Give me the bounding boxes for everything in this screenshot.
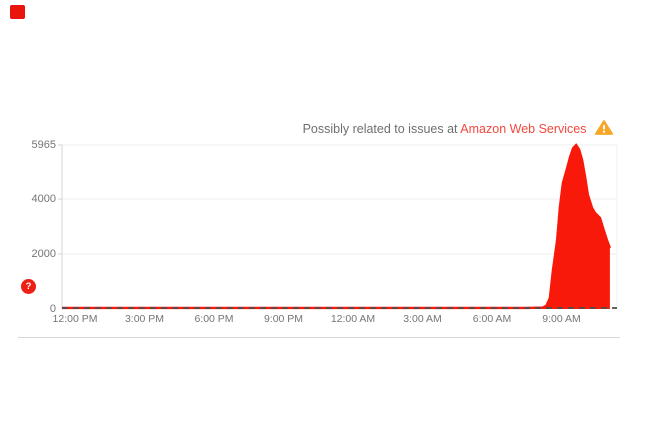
reports-area-fill: [62, 145, 610, 309]
x-tick-label-9-00-AM: 9:00 AM: [542, 313, 581, 325]
warning-triangle-icon: [594, 120, 614, 140]
y-tick-label-4000: 4000: [31, 193, 56, 206]
x-tick-label-6-00-PM: 6:00 PM: [194, 313, 234, 325]
site-logo-badge: [10, 5, 25, 19]
section-divider: [18, 337, 620, 338]
related-issues-annotation: Possibly related to issues at Amazon Web…: [302, 120, 614, 140]
x-tick-label-3-00-PM: 3:00 PM: [124, 313, 165, 325]
x-tick-label-6-00-AM: 6:00 AM: [472, 313, 512, 325]
help-question-icon[interactable]: ?: [21, 279, 36, 294]
y-tick-label-0: 0: [49, 303, 56, 315]
x-tick-label-12-00-AM: 12:00 AM: [330, 313, 376, 325]
y-tick-label-5965: 5965: [31, 139, 56, 151]
amazon-web-services-link[interactable]: Amazon Web Services: [460, 122, 587, 136]
x-tick-label-9-00-PM: 9:00 PM: [263, 313, 304, 325]
x-tick-label-3-00-AM: 3:00 AM: [403, 313, 442, 325]
help-question-glyph: ?: [25, 281, 32, 292]
y-tick-label-2000: 2000: [31, 248, 56, 260]
reports-line: [62, 143, 612, 310]
annotation-prefix-text: Possibly related to issues at: [302, 122, 461, 136]
x-tick-label-12-00-PM: 12:00 PM: [52, 313, 98, 325]
